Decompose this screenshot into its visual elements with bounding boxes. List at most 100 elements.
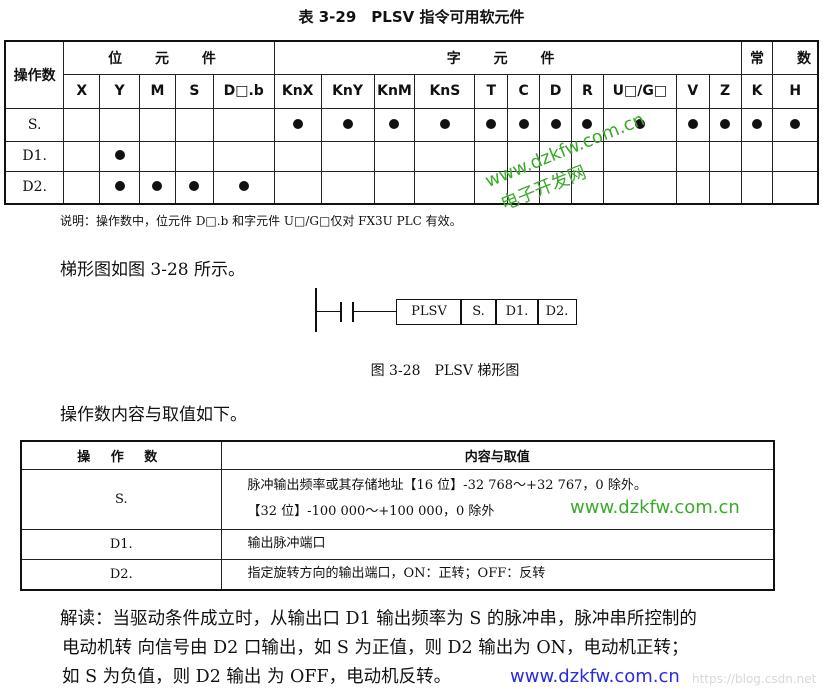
device-cell: [63, 107, 101, 142]
device-cell: [63, 140, 101, 172]
left-power-rail: [315, 288, 317, 332]
table-row: D1.: [4, 140, 819, 172]
device-cell: [602, 140, 677, 172]
device-cell: [174, 140, 214, 172]
table-row: S. 脉冲输出频率或其存储地址【16 位】-32 768～+32 767，0 除外…: [20, 468, 775, 530]
device-cell: [174, 107, 214, 142]
watermark-url: www.dzkfw.com.cn: [510, 666, 680, 687]
device-cell: [414, 170, 476, 205]
table-title: 表 3-29 PLSV 指令可用软元件: [298, 8, 525, 26]
operand-cell: D2.: [20, 558, 222, 591]
bit-device-group: 位 元 件: [63, 40, 275, 75]
device-cell: [708, 170, 742, 205]
device-cell: [273, 140, 322, 172]
device-cell: [139, 170, 176, 205]
operand-cell: D1.: [20, 528, 222, 560]
supported-dot-icon: [114, 150, 125, 160]
row-label: S.: [4, 107, 65, 142]
content-col-header: 内容与取值: [220, 440, 775, 470]
device-cell: [675, 170, 710, 205]
column-header: KnY: [320, 73, 375, 109]
device-cell: [212, 107, 275, 142]
column-header: T: [474, 73, 509, 109]
device-cell: [571, 107, 604, 142]
supported-dot-icon: [634, 118, 645, 129]
supported-dot-icon: [342, 118, 353, 129]
explanation: 解读：当驱动条件成立时，从输出口 D1 输出频率为 S 的脉冲串，脉冲串所控制的…: [60, 605, 697, 692]
device-cell: [740, 107, 774, 142]
supported-dot-icon: [114, 181, 125, 192]
supported-dot-icon: [486, 118, 497, 129]
table-row: D2.: [4, 170, 819, 205]
rung-line: [354, 311, 396, 312]
ladder-cell-d1: D1.: [495, 299, 539, 325]
supported-dot-icon: [720, 118, 731, 129]
ladder-cell-s: S.: [460, 299, 497, 325]
device-cell: [675, 107, 710, 142]
device-cell: [139, 107, 176, 142]
device-cell: [539, 170, 572, 205]
column-header: D□.b: [212, 73, 275, 109]
column-header: K: [740, 73, 774, 109]
column-header: U□/G□: [602, 73, 677, 109]
device-cell: [708, 140, 742, 172]
column-header: X: [63, 73, 101, 109]
content-cell: 指定旋转方向的输出端口，ON：正转；OFF：反转: [220, 558, 775, 591]
ladder-cell-d2: D2.: [537, 299, 577, 325]
device-cell: [174, 170, 214, 205]
device-cell: [99, 170, 141, 205]
device-cell: [772, 140, 819, 172]
table-row: S.: [4, 107, 819, 142]
word-device-group: 字 元 件: [273, 40, 742, 75]
device-cell: [320, 140, 375, 172]
supported-dot-icon: [292, 118, 303, 129]
explanation-line: 如 S 为负值，则 D2 输出 为 OFF，电动机反转。: [62, 667, 452, 687]
device-cell: [507, 170, 541, 205]
device-table: 操作数 位 元 件 字 元 件 常 数 X Y M S D□.b KnX KnY KnM KnS…: [4, 40, 819, 205]
device-cell: [373, 140, 416, 172]
rung-line: [316, 311, 340, 312]
device-cell: [772, 107, 819, 142]
device-cell: [414, 107, 476, 142]
column-header: C: [507, 73, 541, 109]
column-header: V: [675, 73, 710, 109]
content-cell: 输出脉冲端口: [220, 528, 775, 560]
device-cell: [273, 107, 322, 142]
device-cell: [273, 170, 322, 205]
column-header: KnM: [373, 73, 416, 109]
supported-dot-icon: [687, 118, 698, 129]
watermark-csdn: https://blog.csdn.net: [692, 672, 817, 686]
ladder-cell-instruction: PLSV: [396, 299, 462, 325]
supported-dot-icon: [582, 118, 593, 129]
column-header: S: [174, 73, 214, 109]
operand-col-header: 操 作 数: [20, 440, 222, 470]
device-cell: [320, 107, 375, 142]
supported-dot-icon: [752, 118, 763, 129]
content-cell: 脉冲输出频率或其存储地址【16 位】-32 768～+32 767，0 除外。【…: [220, 468, 775, 530]
row-label: D1.: [4, 140, 65, 172]
supported-dot-icon: [238, 181, 249, 192]
device-cell: [740, 170, 774, 205]
device-cell: [675, 140, 710, 172]
device-cell: [740, 140, 774, 172]
supported-dot-icon: [550, 118, 561, 129]
column-header: Z: [708, 73, 742, 109]
device-cell: [63, 170, 101, 205]
supported-dot-icon: [189, 181, 200, 192]
table-row: D1. 输出脉冲端口: [20, 528, 775, 560]
device-cell: [320, 170, 375, 205]
device-cell: [539, 107, 572, 142]
supported-dot-icon: [518, 118, 529, 129]
device-cell: [539, 140, 572, 172]
constant-group-b: 数: [772, 40, 819, 75]
contact-icon: [352, 302, 354, 322]
column-header: KnS: [414, 73, 476, 109]
column-header: R: [571, 73, 604, 109]
column-header: D: [539, 73, 572, 109]
column-header: KnX: [273, 73, 322, 109]
supported-dot-icon: [790, 118, 801, 129]
figure-caption: 图 3-28 PLSV 梯形图: [370, 363, 520, 379]
device-cell: [414, 140, 476, 172]
supported-dot-icon: [152, 181, 163, 192]
supported-dot-icon: [389, 118, 400, 129]
